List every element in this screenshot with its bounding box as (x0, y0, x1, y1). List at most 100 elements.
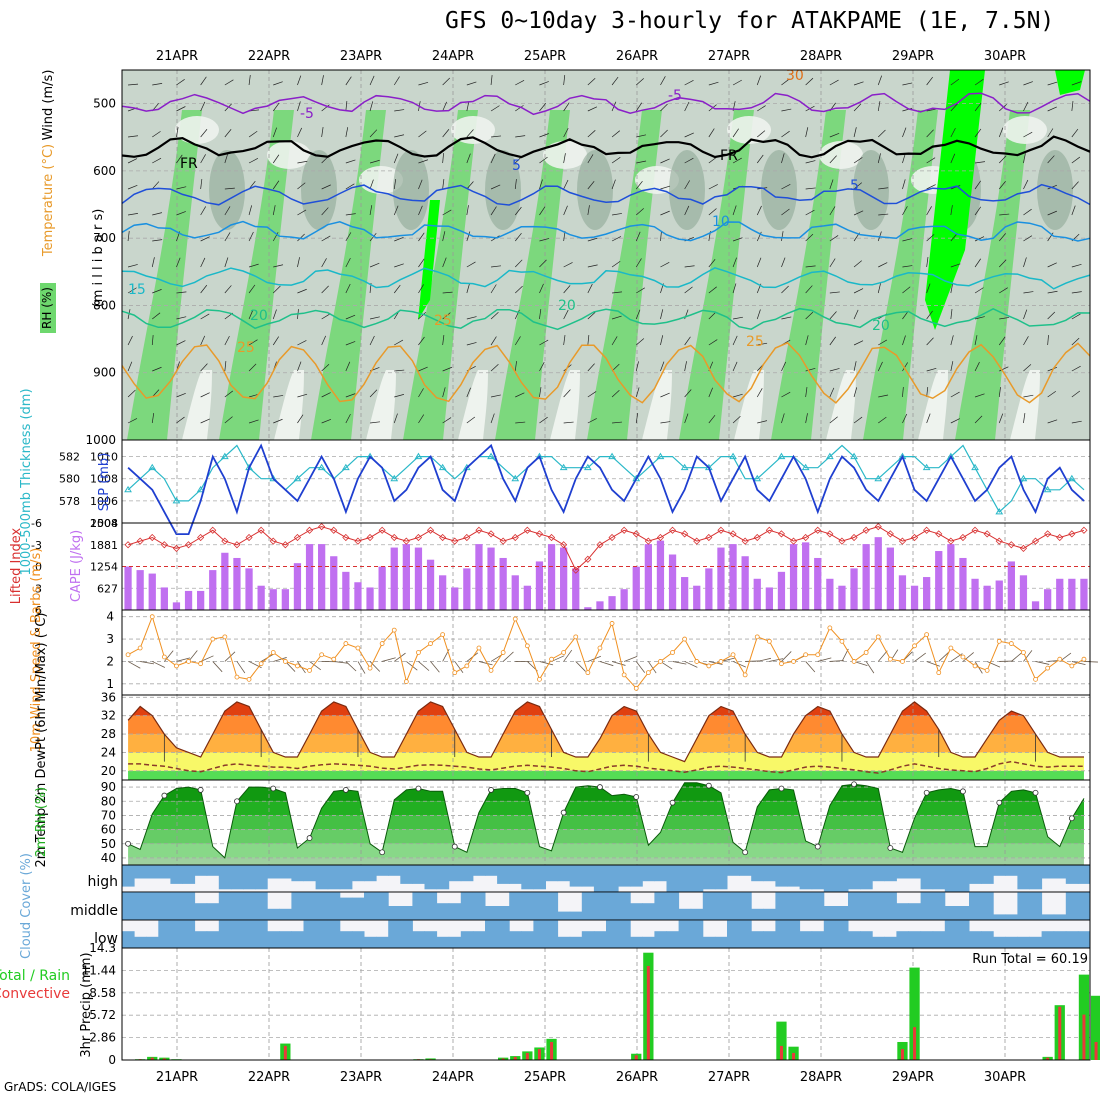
li-point (753, 533, 761, 542)
wind-speed-point (900, 659, 905, 664)
li-tick-label: -3 (31, 539, 42, 552)
cloud-bar (775, 865, 788, 887)
wind-barb (636, 287, 645, 294)
wind-barb (684, 80, 694, 86)
rh-point (270, 785, 277, 792)
wind-barb (756, 154, 764, 164)
wind-barb (466, 283, 470, 294)
cloud-bar (533, 920, 546, 948)
wind-barb (539, 133, 549, 138)
cloud-bar (146, 865, 159, 879)
cape-bar (584, 607, 592, 610)
wind-barb (926, 283, 931, 294)
surface-wind-barb (418, 661, 430, 671)
li-point (584, 555, 592, 563)
precip-total-bar (776, 1021, 787, 1060)
wind-barb (902, 82, 913, 86)
wind-speed-point (658, 659, 663, 664)
wind-speed-point (428, 641, 433, 646)
li-tick-label: 3 (35, 582, 42, 595)
cloud-bar (654, 865, 667, 882)
precip-convective-bar (779, 1045, 783, 1060)
wind-speed-point (186, 659, 191, 664)
wind-barb (635, 180, 643, 190)
thickness-line (127, 444, 1085, 513)
wind-barb (272, 205, 276, 216)
wind-barb (877, 153, 881, 164)
li-point (136, 537, 144, 545)
wind-barb (732, 237, 743, 242)
wind-barb (950, 153, 956, 164)
wind-barb (708, 259, 716, 268)
cape-bar (1007, 561, 1015, 610)
rh-point (814, 843, 821, 850)
thickness-point (317, 463, 326, 471)
thickness-point (269, 474, 278, 482)
rh-dry-pocket (727, 116, 771, 144)
rh-moist-band (127, 110, 202, 440)
cloud-bar (787, 920, 801, 948)
wind-barb (1047, 419, 1058, 424)
cloud-bar (860, 931, 873, 948)
surface-wind-barb (176, 657, 191, 662)
wind-speed-point (210, 636, 216, 642)
thickness-point (414, 452, 423, 460)
precip-total-legend: Total / Rain (0, 968, 70, 984)
wind-barb (563, 179, 569, 190)
rh-point (342, 787, 349, 793)
wind-barb (805, 265, 816, 268)
wind-barb (466, 101, 470, 112)
wind-speed-point (766, 638, 772, 644)
temperature-contour (121, 183, 1091, 206)
cloud-bar (351, 897, 365, 920)
wind-barb (442, 231, 446, 242)
li-point (293, 533, 302, 542)
wind-barb (248, 263, 259, 268)
wind-barb (781, 361, 787, 372)
surface-wind-barb (938, 651, 950, 662)
wind-barb (998, 387, 1001, 398)
surface-wind-barb (829, 660, 844, 662)
cloud-bar (569, 936, 583, 948)
thickness-point (971, 463, 979, 471)
cloud-bar (134, 892, 147, 920)
wind-barb (756, 309, 761, 320)
cape-bar (281, 589, 289, 610)
precip-convective-bar (550, 1041, 554, 1060)
li-point (1080, 526, 1088, 534)
contour-label: 20 (872, 318, 890, 334)
wind-barb (1023, 413, 1026, 424)
cloud-bar (642, 865, 655, 882)
wind-barb (490, 363, 499, 372)
wind-barb (152, 289, 162, 294)
wind-barb (999, 104, 1007, 112)
wind-barb (224, 206, 231, 216)
wind-speed-point (391, 627, 397, 633)
pressure-tick-label: 500 (93, 97, 116, 111)
wind-barb (781, 208, 790, 216)
wind-barb (781, 153, 785, 164)
temperature-contour (121, 220, 1091, 242)
contour-label: -5 (300, 106, 314, 122)
wind-barb (1023, 81, 1033, 86)
cloud-bar (351, 931, 365, 948)
surface-wind-barb (551, 655, 565, 662)
cape-bar (535, 561, 544, 610)
cloud-bar (920, 892, 934, 920)
cape-li-panel: 627 1254 1881 2508 -6 -3 0 3 6 Lifted Index CAPE (… (9, 517, 1091, 617)
wind-barb (1023, 208, 1032, 216)
cape-bar (293, 563, 302, 610)
cloud-bar (848, 892, 861, 920)
cape-bar (318, 544, 326, 610)
cloud-bar (134, 936, 147, 948)
wind-barb (321, 418, 332, 424)
wind-barb (999, 366, 1009, 372)
wind-speed-point (972, 663, 978, 669)
cloud-bar (678, 865, 692, 892)
cloud-bar (727, 892, 740, 920)
top-date-label: 28APR (800, 49, 842, 64)
wind-barb (394, 394, 404, 398)
wind-barb (393, 179, 397, 190)
cloud-bar (993, 936, 1006, 948)
cloud-bar (630, 865, 643, 887)
